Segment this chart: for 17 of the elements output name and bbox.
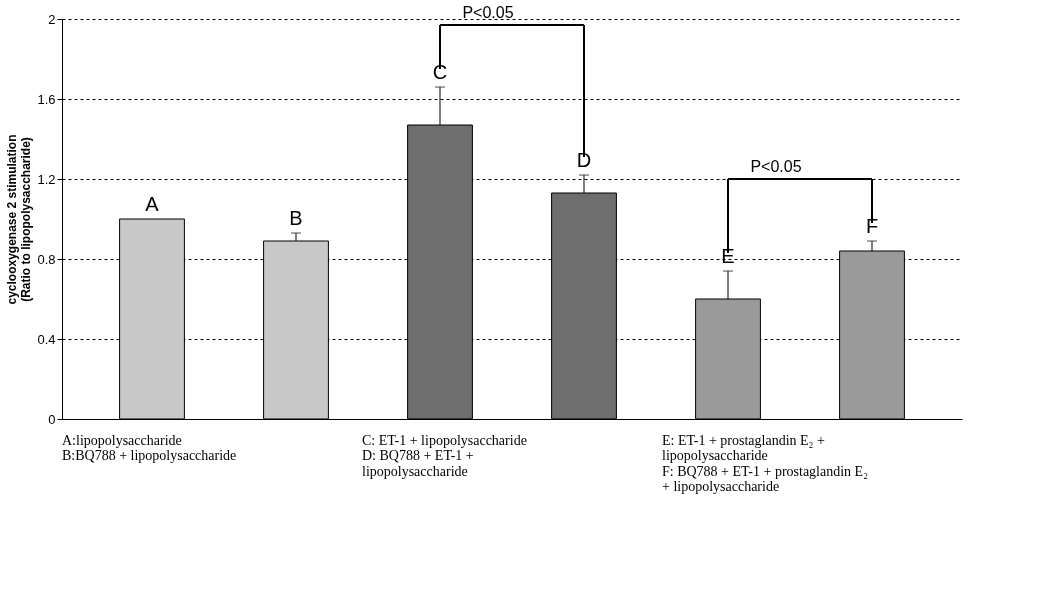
text: D: BQ788 + ET-1 + lipopolysaccharide [362, 448, 474, 479]
y-tick-label: 1.2 [37, 171, 56, 187]
y-tick-label: 0 [48, 411, 56, 427]
annotation: P<0.05 [750, 158, 802, 175]
x-tick-label: A [145, 193, 160, 215]
text: E: ET-1 + prostaglandin E₂ + lipopolysaccharide [662, 433, 825, 464]
text: B:BQ788 + lipopolysaccharide [62, 448, 237, 464]
x-tick-label: B [289, 207, 303, 229]
text: C: ET-1 + lipopolysaccharide [362, 433, 527, 448]
text: F: BQ788 + ET-1 + prostaglandin E₂ + lipopolysaccharide [662, 463, 869, 495]
y-tick-label: 0.8 [37, 251, 56, 267]
y-tick-label: 2 [48, 11, 56, 27]
y-tick-label: 1.6 [37, 91, 56, 107]
y-axis-title: cyclooxygenase 2 stimulation (Ratio to lipopolysaccharide) [5, 134, 34, 305]
y-tick-label: 0.4 [37, 331, 56, 347]
text: A:lipopolysaccharide [62, 433, 182, 448]
annotation: P<0.05 [462, 4, 514, 21]
